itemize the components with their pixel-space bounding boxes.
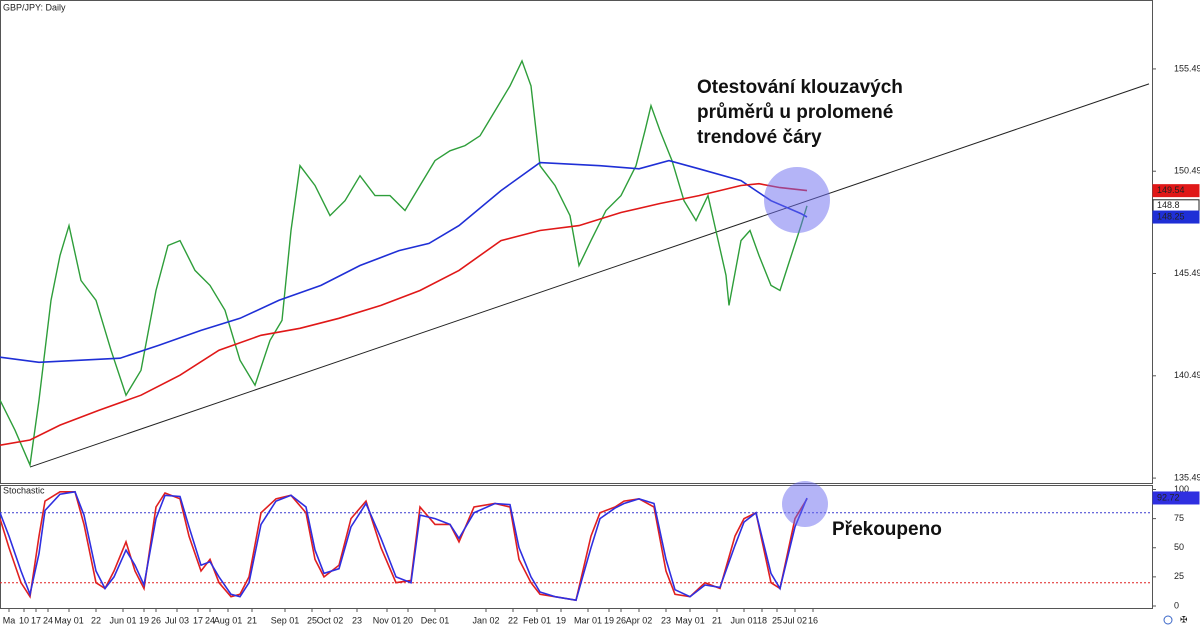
y-tick-label: 140.49 xyxy=(1174,370,1200,380)
x-tick-label: May 01 xyxy=(54,615,84,625)
x-tick-label: 26 xyxy=(616,615,626,625)
x-tick-label: 23 xyxy=(352,615,362,625)
x-tick-label: Sep 01 xyxy=(271,615,300,625)
x-tick-label: Nov 01 xyxy=(373,615,402,625)
price-tag xyxy=(1152,210,1200,224)
icon[interactable] xyxy=(1163,615,1173,625)
annotation: průměrů u prolomené xyxy=(697,102,893,123)
annotation: Překoupeno xyxy=(832,519,942,540)
price-tag-label: 148.25 xyxy=(1157,211,1185,221)
x-tick-label: Jul 02 xyxy=(783,615,807,625)
x-tick-label: 20 xyxy=(403,615,413,625)
x-tick-label: Mar 01 xyxy=(574,615,602,625)
icon[interactable]: ✠ xyxy=(1180,614,1188,624)
x-tick-label: 22 xyxy=(508,615,518,625)
settings-icons[interactable]: ✠ xyxy=(1163,614,1188,625)
x-tick-label: 25 xyxy=(772,615,782,625)
x-tick-label: Apr 02 xyxy=(626,615,653,625)
x-tick-label: Jun 01 xyxy=(109,615,136,625)
x-tick-label: Dec 01 xyxy=(421,615,450,625)
y-tick-label: 50 xyxy=(1174,542,1184,552)
highlight-circle xyxy=(764,167,830,233)
price-tag xyxy=(1152,491,1200,505)
annotation: trendové čáry xyxy=(697,127,822,148)
x-tick-label: 10 xyxy=(19,615,29,625)
y-tick-label: 135.49 xyxy=(1174,472,1200,482)
y-tick-label: 75 xyxy=(1174,513,1184,523)
series-line xyxy=(0,59,808,468)
x-tick-label: Feb 01 xyxy=(523,615,551,625)
x-tick-label: 16 xyxy=(808,615,818,625)
x-tick-label: 19 xyxy=(139,615,149,625)
x-tick-label: 17 xyxy=(193,615,203,625)
price-tag-label: 148.8 xyxy=(1157,200,1180,210)
x-tick-label: Ma xyxy=(3,615,16,625)
x-tick-label: 19 xyxy=(556,615,566,625)
series-line xyxy=(0,490,808,602)
panel-title: Stochastic xyxy=(3,485,45,495)
annotation: Otestování klouzavých xyxy=(697,77,903,98)
x-tick-label: 26 xyxy=(151,615,161,625)
y-tick-label: 25 xyxy=(1174,571,1184,581)
y-tick-label: 150.49 xyxy=(1174,166,1200,176)
y-tick-label: 100 xyxy=(1174,484,1189,494)
series-line xyxy=(0,159,808,364)
trendline xyxy=(29,83,1150,468)
highlight-circle xyxy=(782,481,828,527)
series-line xyxy=(0,182,808,446)
x-tick-label: 24 xyxy=(205,615,215,625)
x-tick-label: 17 xyxy=(31,615,41,625)
price-panel-frame xyxy=(0,0,1153,484)
y-tick-label: 145.49 xyxy=(1174,268,1200,278)
x-tick-label: Jul 03 xyxy=(165,615,189,625)
x-tick-label: Jan 02 xyxy=(472,615,499,625)
x-tick-label: Oct 02 xyxy=(317,615,344,625)
price-tag-label: 149.54 xyxy=(1157,185,1185,195)
x-tick-label: 21 xyxy=(247,615,257,625)
x-tick-label: May 01 xyxy=(675,615,705,625)
x-tick-label: 21 xyxy=(712,615,722,625)
price-tag-label: 92.72 xyxy=(1157,492,1180,502)
x-tick-label: Jun 01 xyxy=(730,615,757,625)
chart-title: GBP/JPY: Daily xyxy=(3,2,66,12)
x-tick-label: 18 xyxy=(757,615,767,625)
x-tick-label: 25 xyxy=(307,615,317,625)
y-tick-label: 155.49 xyxy=(1174,63,1200,73)
x-tick-label: 19 xyxy=(604,615,614,625)
x-tick-label: Aug 01 xyxy=(214,615,243,625)
series-line xyxy=(0,491,808,602)
x-tick-label: 22 xyxy=(91,615,101,625)
y-tick-label: 0 xyxy=(1174,600,1179,610)
x-tick-label: 23 xyxy=(661,615,671,625)
x-tick-label: 24 xyxy=(43,615,53,625)
stochastic-panel-frame xyxy=(0,485,1153,609)
price-tag xyxy=(1152,184,1200,198)
